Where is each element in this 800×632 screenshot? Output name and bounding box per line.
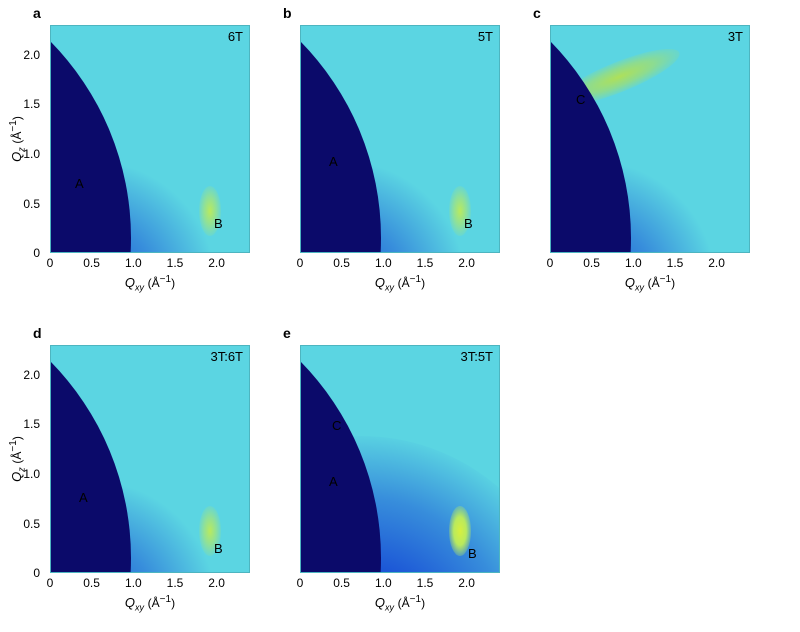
- feature-a-B-peak: [199, 186, 221, 236]
- detector-mask-d: [50, 345, 131, 573]
- heatmap-e: 3T:5T C A B: [300, 345, 500, 573]
- xlabel-c: Qxy (Å−1): [550, 274, 750, 293]
- detector-mask-e: [300, 345, 381, 573]
- xlabel-a: Qxy (Å−1): [50, 274, 250, 293]
- xticks-c: 0 0.5 1.0 1.5 2.0: [550, 256, 750, 272]
- xticks-e: 0 0.5 1.0 1.5 2.0: [300, 576, 500, 592]
- panel-letter-e: e: [283, 325, 291, 341]
- detector-mask-a: [50, 25, 131, 253]
- xlabel-d: Qxy (Å−1): [50, 594, 250, 613]
- yticks-d: 0 0.5 1.0 1.5 2.0: [42, 345, 50, 573]
- detector-mask-b: [300, 25, 381, 253]
- figure-root: a 6T A B 0 0.5 1.0 1.5 2.0 Qz (Å−1) 0 0.…: [0, 0, 800, 632]
- ylabel-a: Qz (Å−1): [8, 25, 24, 253]
- feature-e-B-peak: [449, 506, 471, 556]
- panel-letter-d: d: [33, 325, 42, 341]
- panel-letter-b: b: [283, 5, 292, 21]
- feature-label-d-B: B: [214, 541, 223, 556]
- feature-b-B-peak: [449, 186, 471, 236]
- corner-label-e: 3T:5T: [460, 349, 493, 364]
- corner-label-c: 3T: [728, 29, 743, 44]
- panel-c: c 3T C 0 0.5 1.0 1.5 2.0 Qxy (Å−1): [550, 25, 750, 253]
- panel-letter-c: c: [533, 5, 541, 21]
- detector-mask-c: [550, 25, 631, 253]
- panel-b: b 5T A B 0 0.5 1.0 1.5 2.0 Qxy (Å−1): [300, 25, 500, 253]
- ylabel-d: Qz (Å−1): [8, 345, 24, 573]
- xticks-b: 0 0.5 1.0 1.5 2.0: [300, 256, 500, 272]
- xticks-a: 0 0.5 1.0 1.5 2.0: [50, 256, 250, 272]
- xlabel-b: Qxy (Å−1): [300, 274, 500, 293]
- xlabel-e: Qxy (Å−1): [300, 594, 500, 613]
- heatmap-d: 3T:6T A B: [50, 345, 250, 573]
- heatmap-a: 6T A B: [50, 25, 250, 253]
- yticks-a: 0 0.5 1.0 1.5 2.0: [42, 25, 50, 253]
- panel-letter-a: a: [33, 5, 41, 21]
- heatmap-c: 3T C: [550, 25, 750, 253]
- heatmap-b: 5T A B: [300, 25, 500, 253]
- feature-label-a-B: B: [214, 216, 223, 231]
- feature-label-b-B: B: [464, 216, 473, 231]
- panel-d: d 3T:6T A B 0 0.5 1.0 1.5 2.0 Qz (Å−1) 0…: [50, 345, 250, 573]
- corner-label-b: 5T: [478, 29, 493, 44]
- corner-label-d: 3T:6T: [210, 349, 243, 364]
- panel-e: e 3T:5T C A B 0 0.5 1.0 1.5 2.0 Qxy (Å−1…: [300, 345, 500, 573]
- feature-d-B-peak: [199, 506, 221, 556]
- feature-label-e-B: B: [468, 546, 477, 561]
- xticks-d: 0 0.5 1.0 1.5 2.0: [50, 576, 250, 592]
- panel-a: a 6T A B 0 0.5 1.0 1.5 2.0 Qz (Å−1) 0 0.…: [50, 25, 250, 253]
- corner-label-a: 6T: [228, 29, 243, 44]
